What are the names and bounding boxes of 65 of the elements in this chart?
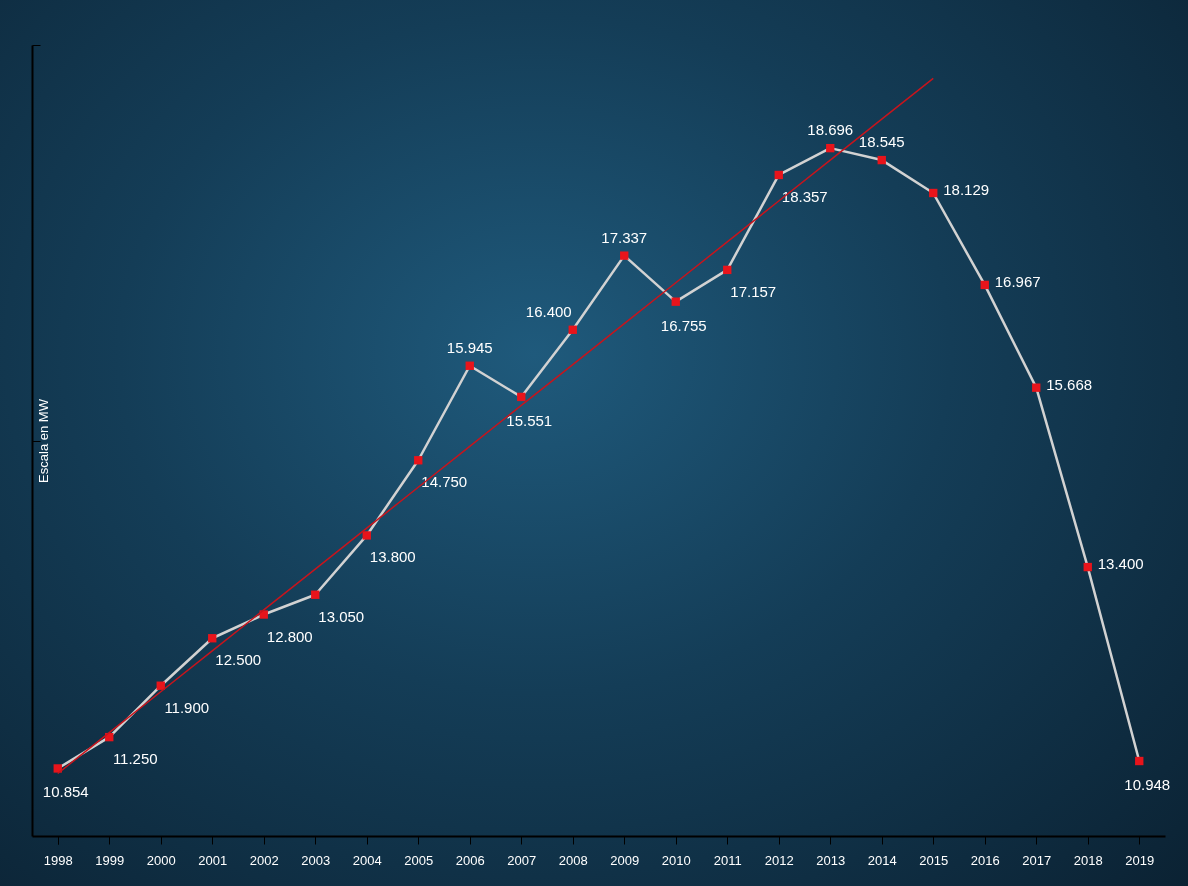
data-label: 16.755 — [660, 316, 707, 334]
data-label: 12.800 — [266, 627, 313, 645]
data-label: 11.250 — [112, 750, 158, 768]
point — [877, 155, 886, 165]
data-label: 10.948 — [1124, 776, 1171, 794]
data-label: 15.945 — [446, 338, 493, 356]
y-axis-title: Escala en MW — [35, 398, 51, 483]
x-tick-label: 2013 — [816, 852, 846, 868]
x-tick-label: 2010 — [661, 852, 691, 868]
data-label: 18.129 — [943, 181, 990, 198]
x-tick-label: 2014 — [867, 852, 897, 868]
point — [929, 188, 938, 198]
point — [1135, 756, 1144, 766]
x-tick-label: 2006 — [455, 852, 485, 868]
data-label: 15.551 — [506, 411, 553, 429]
x-tick-label: 2009 — [610, 852, 640, 868]
point — [362, 531, 371, 540]
point — [208, 634, 217, 643]
point — [620, 251, 629, 260]
point — [517, 392, 526, 402]
point — [568, 325, 577, 334]
data-label: 14.750 — [421, 473, 468, 491]
x-tick-label: 2016 — [970, 852, 1000, 868]
data-label: 18.357 — [781, 187, 828, 205]
x-tick-label: 2002 — [249, 852, 279, 868]
point — [311, 590, 320, 599]
data-label: 16.967 — [994, 272, 1041, 290]
x-tick-label: 2003 — [301, 852, 331, 868]
x-tick-label: 2007 — [507, 852, 537, 868]
x-tick-label: 2015 — [919, 852, 949, 868]
data-label: 10.854 — [42, 783, 89, 801]
data-label: 17.337 — [601, 228, 648, 246]
x-tick-label: 2018 — [1073, 852, 1103, 868]
data-label: 15.668 — [1046, 375, 1093, 393]
data-label: 17.157 — [730, 282, 777, 300]
data-label: 13.400 — [1097, 555, 1144, 573]
data-label: 13.050 — [318, 607, 365, 625]
x-tick-label: 1998 — [43, 852, 73, 868]
data-label: 13.800 — [369, 548, 416, 566]
data-label: 18.545 — [858, 133, 905, 151]
point — [774, 170, 783, 180]
point — [671, 297, 680, 306]
point — [259, 610, 268, 619]
x-tick-label: 2004 — [352, 852, 382, 868]
data-label: 11.900 — [164, 698, 210, 716]
x-tick-label: 2008 — [558, 852, 588, 868]
x-tick-label: 2017 — [1022, 852, 1052, 868]
point — [465, 361, 474, 370]
point — [723, 265, 732, 275]
point — [826, 143, 835, 153]
x-tick-label: 2019 — [1125, 852, 1155, 868]
x-tick-label: 2005 — [404, 852, 434, 868]
x-tick-label: 1999 — [95, 852, 125, 868]
x-tick-label: 2001 — [198, 852, 228, 868]
data-label: 12.500 — [215, 651, 262, 669]
point — [1032, 383, 1041, 392]
point — [980, 280, 989, 290]
x-tick-label: 2012 — [764, 852, 794, 868]
point — [414, 456, 423, 465]
x-tick-label: 2011 — [713, 852, 742, 868]
data-label: 18.696 — [807, 121, 854, 139]
data-label: 16.400 — [525, 302, 572, 320]
x-tick-label: 2000 — [146, 852, 176, 868]
point — [1083, 562, 1092, 572]
point — [53, 764, 62, 773]
